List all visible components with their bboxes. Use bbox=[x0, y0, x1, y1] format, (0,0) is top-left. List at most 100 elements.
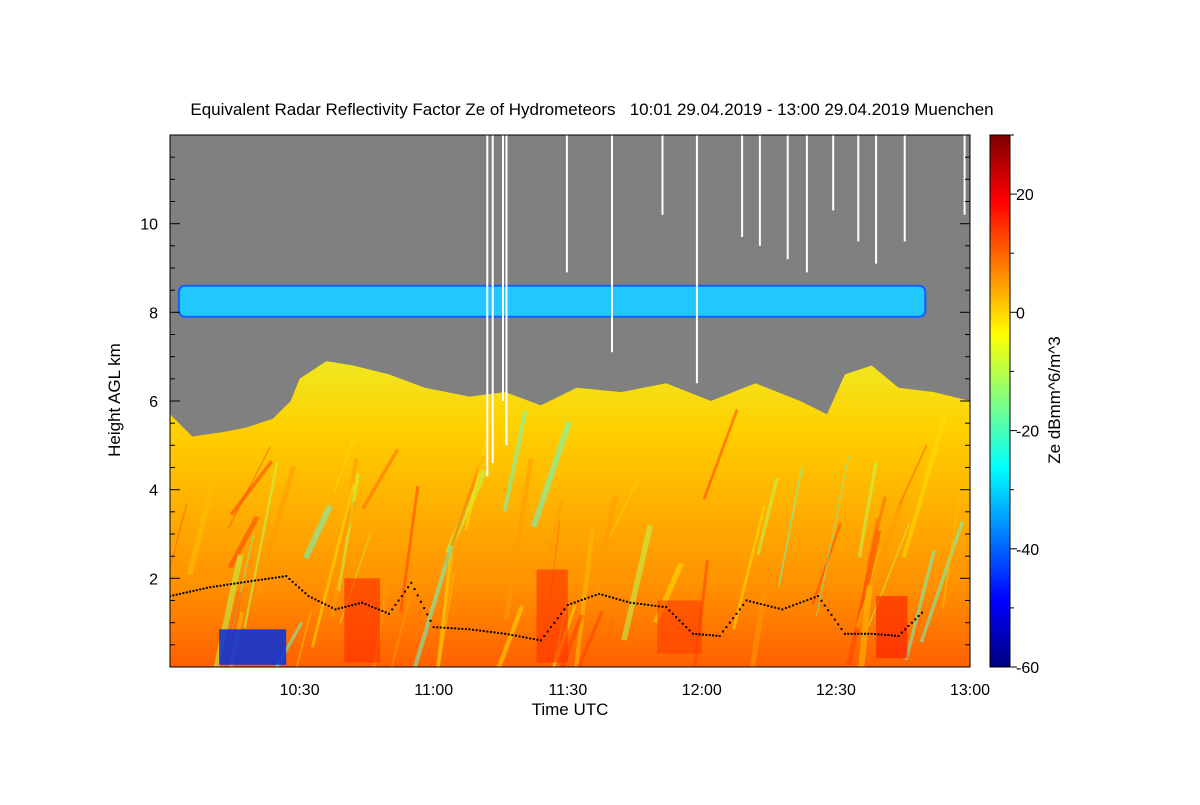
cloud-base-point bbox=[853, 632, 856, 635]
cloud-base-point bbox=[447, 627, 449, 629]
cloud-base-point bbox=[243, 581, 246, 584]
cloud-base-point bbox=[708, 634, 711, 637]
fall-streak bbox=[227, 515, 260, 569]
cloud-base-point bbox=[388, 612, 390, 615]
cloud-base-point bbox=[407, 586, 410, 589]
cloud-base-point bbox=[601, 593, 604, 596]
cloud-base-point bbox=[250, 580, 253, 583]
cloud-base-point bbox=[802, 600, 805, 603]
cloud-base-point bbox=[400, 595, 403, 598]
cloud-base-point bbox=[546, 630, 549, 633]
cloud-base-point bbox=[294, 583, 297, 586]
cloud-base-point bbox=[341, 606, 344, 609]
cloud-base-point bbox=[247, 580, 249, 583]
cloud-base-point bbox=[843, 632, 846, 635]
cloud-base-point bbox=[566, 603, 569, 606]
cloud-base-point bbox=[587, 596, 590, 599]
y-tick-label: 10 bbox=[140, 217, 158, 234]
cloud-base-point bbox=[229, 583, 232, 586]
cloud-base-point bbox=[344, 605, 347, 608]
cloud-base-point bbox=[429, 619, 432, 622]
fall-streak bbox=[857, 462, 878, 558]
cloud-base-point bbox=[910, 621, 913, 624]
cloud-base-point bbox=[497, 631, 499, 634]
colorbar-tick-label: -40 bbox=[1016, 542, 1039, 559]
cloud-base-point bbox=[337, 607, 340, 610]
fall-streak bbox=[941, 476, 964, 609]
colorbar-tick-label: 0 bbox=[1016, 305, 1025, 322]
cloud-base-point bbox=[281, 575, 284, 578]
cloud-base-point bbox=[185, 591, 188, 594]
cloud-base-point bbox=[461, 627, 464, 630]
cloud-base-point bbox=[361, 601, 364, 604]
cloud-base-point bbox=[404, 590, 406, 593]
cloud-base-point bbox=[904, 628, 907, 631]
cloud-base-point bbox=[347, 605, 350, 607]
cloud-base-point bbox=[668, 609, 671, 612]
cloud-base-point bbox=[728, 621, 731, 624]
fall-streak bbox=[227, 446, 271, 529]
cloud-base-point bbox=[650, 604, 653, 607]
cloud-base-point bbox=[827, 609, 830, 612]
cloud-base-point bbox=[795, 603, 798, 605]
cloud-base-point bbox=[594, 594, 597, 597]
cloud-base-point bbox=[175, 593, 178, 596]
cloud-base-point bbox=[334, 608, 337, 611]
cloud-base-point bbox=[240, 581, 243, 584]
cloud-base-point bbox=[752, 601, 755, 604]
fall-streak bbox=[399, 486, 420, 613]
cloud-base-point bbox=[410, 581, 413, 584]
cloud-base-point bbox=[837, 623, 840, 626]
cloud-base-point bbox=[357, 602, 360, 605]
cloud-base-point bbox=[742, 603, 745, 606]
cloud-base-point bbox=[884, 633, 887, 636]
y-tick-label: 6 bbox=[149, 394, 158, 411]
fall-streak bbox=[267, 611, 312, 667]
cloud-base-point bbox=[640, 603, 643, 605]
cloud-base-point bbox=[777, 607, 780, 610]
cloud-base-point bbox=[732, 617, 735, 620]
cloud-base-point bbox=[749, 600, 752, 603]
cloud-base-point bbox=[907, 625, 910, 627]
cloud-base-point bbox=[367, 604, 370, 607]
cloud-base-point bbox=[377, 608, 380, 611]
cloud-base-point bbox=[605, 594, 607, 597]
cloud-base-point bbox=[917, 615, 920, 617]
cloud-base-point bbox=[756, 602, 759, 605]
cloud-base-point bbox=[416, 594, 419, 597]
cloud-base-point bbox=[199, 588, 202, 591]
cloud-base-point bbox=[298, 586, 300, 589]
fall-streak bbox=[503, 458, 534, 621]
upper-cloud-edge bbox=[177, 284, 927, 318]
fall-streak bbox=[336, 473, 360, 592]
strong-echo-core bbox=[536, 569, 568, 663]
cloud-base-point bbox=[179, 592, 182, 595]
cloud-base-point bbox=[806, 599, 809, 602]
cloud-base-point bbox=[195, 589, 198, 592]
cloud-base-point bbox=[419, 600, 422, 603]
cloud-base-point bbox=[327, 605, 330, 607]
cloud-base-point bbox=[426, 613, 429, 616]
cloud-base-point bbox=[625, 600, 628, 603]
strong-echo-core bbox=[876, 596, 908, 659]
fall-streak bbox=[919, 520, 965, 643]
x-axis-label: Time UTC bbox=[532, 700, 609, 719]
cloud-base-point bbox=[629, 601, 632, 604]
fall-streak bbox=[405, 545, 454, 667]
fall-streak bbox=[170, 503, 188, 656]
y-tick-label: 4 bbox=[149, 483, 158, 500]
cloud-base-point bbox=[209, 586, 212, 589]
cloud-base-point bbox=[189, 590, 192, 593]
cloud-base-point bbox=[354, 603, 357, 606]
cloud-base-point bbox=[584, 597, 587, 600]
cloud-base-point bbox=[847, 632, 850, 635]
cloud-base-point bbox=[632, 602, 635, 605]
cloud-base-point bbox=[394, 603, 397, 606]
colorbar-label: Ze dBmm^6/m^3 bbox=[1045, 336, 1064, 463]
cloud-base-point bbox=[867, 632, 870, 635]
cloud-base-point bbox=[860, 632, 863, 635]
colorbar-tick-label: -20 bbox=[1016, 424, 1039, 441]
fall-streak bbox=[385, 568, 419, 667]
cloud-base-point bbox=[897, 635, 900, 637]
